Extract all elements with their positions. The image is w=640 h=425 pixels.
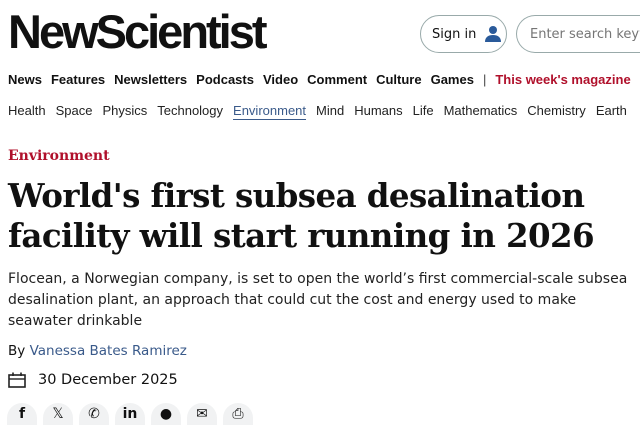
byline: By Vanessa Bates Ramirez [8,343,187,359]
topic-chemistry[interactable]: Chemistry [527,103,586,118]
publish-date: 30 December 2025 [8,372,178,388]
share-x-button[interactable]: 𝕏 [43,403,73,425]
share-email-button[interactable]: ✉ [187,403,217,425]
author-link[interactable]: Vanessa Bates Ramirez [29,343,187,359]
nav-culture[interactable]: Culture [376,72,422,87]
logo[interactable]: NewScientist [8,5,268,58]
nav-comment[interactable]: Comment [307,72,368,87]
share-linkedin-button[interactable]: in [115,403,145,425]
calendar-icon [8,372,26,388]
topic-mind[interactable]: Mind [316,103,345,118]
nav-news[interactable]: News [8,72,42,87]
facebook-icon: f [18,406,26,422]
byline-prefix: By [8,343,26,359]
nav-video[interactable]: Video [262,72,299,87]
topic-nav: Health Space Physics Technology Environm… [8,103,627,118]
article-category[interactable]: Environment [8,148,110,164]
linkedin-icon: in [122,406,138,422]
article-standfirst: Flocean, a Norwegian company, is set to … [8,271,628,329]
nav-features[interactable]: Features [50,72,106,87]
whatsapp-icon: ✆ [88,406,100,422]
topic-health[interactable]: Health [8,103,46,118]
date-text: 30 December 2025 [38,372,178,388]
share-reddit-button[interactable]: ● [151,403,181,425]
topic-environment[interactable]: Environment [233,103,307,118]
search-input[interactable] [516,15,640,53]
nav-games[interactable]: Games [430,72,474,87]
topic-space[interactable]: Space [55,103,93,118]
share-facebook-button[interactable]: f [7,403,37,425]
article-title: World's first subsea desalination facili… [8,176,595,255]
topic-humans[interactable]: Humans [354,103,403,118]
nav-separator: | [482,72,487,87]
nav-podcasts[interactable]: Podcasts [196,72,254,87]
topic-life[interactable]: Life [412,103,434,118]
sign-in-label: Sign in [432,26,477,42]
user-icon [485,26,502,42]
primary-nav: News Features Newsletters Podcasts Video… [8,72,631,87]
email-icon: ✉ [196,406,208,422]
print-button[interactable]: ⎙ [223,403,253,425]
sign-in-button[interactable]: Sign in [420,15,507,53]
x-icon: 𝕏 [52,406,64,422]
topic-earth[interactable]: Earth [595,103,627,118]
nav-magazine[interactable]: This week's magazine [495,72,631,87]
topic-physics[interactable]: Physics [102,103,148,118]
print-icon: ⎙ [232,406,244,422]
share-whatsapp-button[interactable]: ✆ [79,403,109,425]
reddit-icon: ● [159,406,173,422]
topic-mathematics[interactable]: Mathematics [443,103,518,118]
topic-technology[interactable]: Technology [157,103,224,118]
nav-newsletters[interactable]: Newsletters [114,72,188,87]
